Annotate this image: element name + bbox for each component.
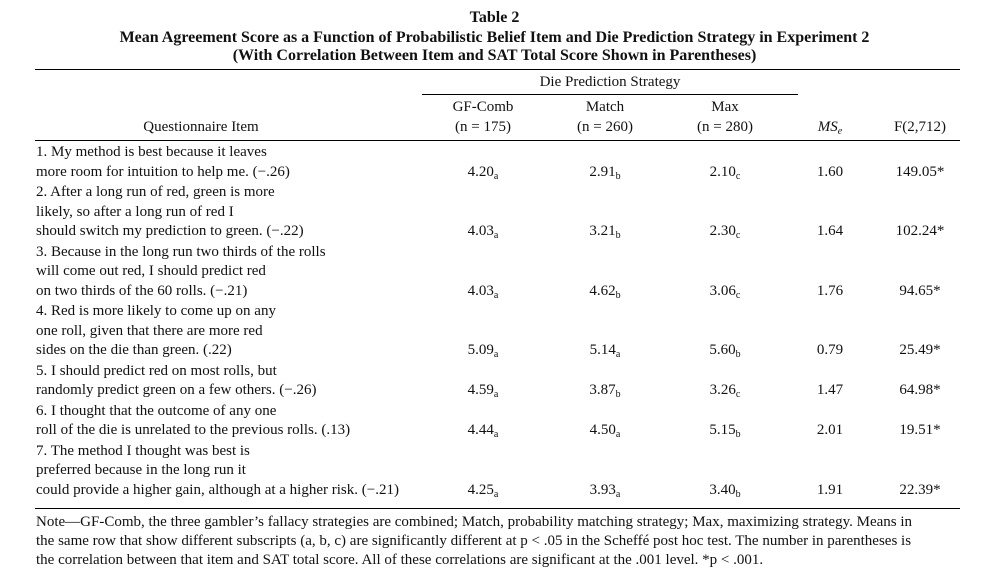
item-text-line: on two thirds of the 60 rolls. (−.21) <box>36 282 248 299</box>
cell-match: 5.14a <box>589 342 621 360</box>
item-text-line: randomly predict green on a few others. … <box>36 382 317 398</box>
cell-f: 94.65* <box>899 282 941 299</box>
cell-match: 2.91b <box>589 163 621 182</box>
item-text-line: sides on the die than green. (.22) <box>36 342 232 358</box>
table-row-item: 5. I should predict red on most rolls, b… <box>36 362 436 401</box>
item-text-line: preferred because in the long run it <box>36 462 246 478</box>
table-row-item: 1. My method is best because it leaves mo… <box>36 143 436 182</box>
item-text-line: more room for intuition to help me. (−.2… <box>36 163 290 180</box>
cell-match: 3.21b <box>589 223 621 241</box>
item-text-line: one roll, given that there are more red <box>36 322 263 339</box>
table-row-item: 4. Red is more likely to come up on any o… <box>36 302 436 361</box>
cell-gfcomb: 5.09a <box>467 342 499 360</box>
cell-ms: 2.01 <box>816 422 844 438</box>
table-note: Note—GF-Comb, the three gambler’s fallac… <box>36 513 966 570</box>
cell-f: 19.51* <box>899 422 941 438</box>
cell-max: 2.10c <box>709 163 741 182</box>
item-text-line: 2. After a long run of red, green is mor… <box>36 184 275 200</box>
item-text-line: 4. Red is more likely to come up on any <box>36 303 276 319</box>
cell-f: 22.39* <box>899 481 941 498</box>
cell-ms: 1.64 <box>816 223 844 239</box>
cell-f: 64.98* <box>899 382 941 398</box>
cell-gfcomb: 4.20a <box>467 163 499 182</box>
cell-ms: 1.76 <box>816 282 844 299</box>
cell-f: 102.24* <box>895 223 945 239</box>
note-line: the correlation between that item and SA… <box>36 552 764 568</box>
table-label: Table 2 <box>469 9 520 26</box>
header-rule <box>35 140 960 141</box>
table-row-item: 2. After a long run of red, green is mor… <box>36 183 436 242</box>
item-text-line: likely, so after a long run of red I <box>36 203 234 220</box>
cell-gfcomb: 4.25a <box>467 481 499 500</box>
cell-match: 3.93a <box>589 481 621 500</box>
col-max-n: (n = 280) <box>697 119 753 135</box>
col-gfcomb-header: GF-Comb <box>452 99 514 115</box>
note-line: the same row that show different subscri… <box>36 533 912 549</box>
cell-max: 3.26c <box>709 382 741 400</box>
table-row-item: 3. Because in the long run two thirds of… <box>36 243 436 302</box>
cell-gfcomb: 4.44a <box>467 422 499 440</box>
item-text-line: roll of the die is unrelated to the prev… <box>36 422 351 438</box>
cell-max: 5.60b <box>709 342 741 360</box>
item-text-line: could provide a higher gain, although at… <box>36 481 399 498</box>
table-row-item: 7. The method I thought was best is prefe… <box>36 442 436 501</box>
col-f-header: F(2,712) <box>893 119 947 135</box>
cell-gfcomb: 4.59a <box>467 382 499 400</box>
item-text-line: will come out red, I should predict red <box>36 263 266 279</box>
cell-f: 25.49* <box>899 342 941 358</box>
cell-match: 4.50a <box>589 422 621 440</box>
col-gfcomb-n: (n = 175) <box>455 119 511 135</box>
item-text-line: 1. My method is best because it leaves <box>36 144 267 160</box>
item-text-line: should switch my prediction to green. (−… <box>36 223 304 239</box>
cell-ms: 1.47 <box>816 382 844 398</box>
cell-ms: 1.60 <box>816 163 844 180</box>
table-subtitle: (With Correlation Between Item and SAT T… <box>232 47 757 64</box>
cell-ms: 0.79 <box>816 342 844 358</box>
item-text-line: 6. I thought that the outcome of any one <box>36 402 277 419</box>
cell-match: 4.62b <box>589 282 621 301</box>
col-item-header: Questionnaire Item <box>143 119 259 135</box>
spanner-header: Die Prediction Strategy <box>539 74 681 90</box>
bottom-rule <box>35 508 960 509</box>
table-title: Mean Agreement Score as a Function of Pr… <box>119 29 870 46</box>
col-max-header: Max <box>711 99 739 115</box>
item-text-line: 5. I should predict red on most rolls, b… <box>36 362 277 379</box>
cell-max: 3.06c <box>709 282 741 301</box>
cell-gfcomb: 4.03a <box>467 282 499 301</box>
item-text-line: 7. The method I thought was best is <box>36 442 250 459</box>
item-text-line: 3. Because in the long run two thirds of… <box>36 243 326 260</box>
col-match-header: Match <box>585 99 625 115</box>
note-line: Note—GF-Comb, the three gambler’s fallac… <box>36 514 913 530</box>
top-rule <box>35 69 960 70</box>
col-match-n: (n = 260) <box>577 119 633 135</box>
table-row-item: 6. I thought that the outcome of any one… <box>36 402 436 441</box>
cell-max: 5.15b <box>709 422 741 440</box>
cell-max: 2.30c <box>709 223 741 241</box>
spanner-rule <box>422 94 798 95</box>
col-ms-header: MSe <box>817 119 843 137</box>
cell-ms: 1.91 <box>816 481 844 498</box>
cell-max: 3.40b <box>709 481 741 500</box>
cell-f: 149.05* <box>895 163 945 180</box>
cell-gfcomb: 4.03a <box>467 223 499 241</box>
cell-match: 3.87b <box>589 382 621 400</box>
